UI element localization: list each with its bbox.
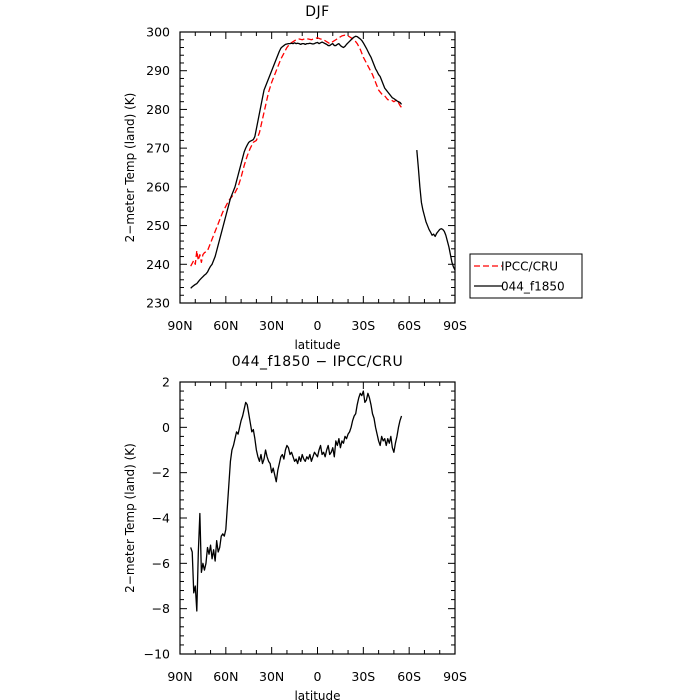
top-y-tick-label: 250 bbox=[146, 218, 170, 233]
top-y-tick-label: 260 bbox=[146, 179, 170, 194]
bottom-x-tick-label: 30S bbox=[351, 669, 375, 684]
top-x-tick-label: 30N bbox=[259, 318, 284, 333]
legend-box bbox=[469, 253, 583, 299]
bottom-x-tick-label: 60N bbox=[213, 669, 238, 684]
top-plot-frame bbox=[179, 31, 456, 304]
top-y-tick-label: 290 bbox=[146, 63, 170, 78]
legend-entry-1: 044_f1850 bbox=[501, 280, 565, 294]
top-chart-panel: DJF latitude 2−meter Temp (land) (K) 90N 60N… bbox=[123, 4, 467, 352]
bottom-chart-panel: 044_f1850 − IPCC/CRU latitude 2−meter Temp… bbox=[123, 354, 467, 700]
top-y-tick-label: 300 bbox=[146, 25, 170, 40]
legend-entry-0: IPCC/CRU bbox=[501, 260, 558, 274]
top-x-tick-label: 0 bbox=[314, 318, 322, 333]
bottom-y-tick-label: −8 bbox=[152, 601, 170, 616]
bottom-y-axis-label: 2−meter Temp (land) (K) bbox=[123, 443, 137, 593]
top-x-tick-label: 30S bbox=[351, 318, 375, 333]
bottom-x-tick-label: 60S bbox=[397, 669, 421, 684]
top-x-tick-label: 90N bbox=[167, 318, 192, 333]
top-x-tick-label: 60N bbox=[213, 318, 238, 333]
bottom-y-tick-label: 2 bbox=[162, 375, 170, 390]
bottom-y-tick-label: −6 bbox=[152, 556, 170, 571]
top-y-axis-label: 2−meter Temp (land) (K) bbox=[123, 93, 137, 243]
bottom-plot-frame bbox=[179, 381, 456, 655]
bottom-x-axis-label: latitude bbox=[294, 689, 340, 700]
bottom-y-tick-label: −2 bbox=[152, 465, 170, 480]
top-series-line-044-f1850-1 bbox=[416, 150, 456, 271]
chart-legend: IPCC/CRU 044_f1850 bbox=[469, 253, 583, 299]
bottom-y-tick-label: −10 bbox=[144, 647, 170, 662]
bottom-x-tick-label: 0 bbox=[314, 669, 322, 684]
top-chart-title: DJF bbox=[305, 4, 329, 20]
bottom-chart-title: 044_f1850 − IPCC/CRU bbox=[232, 354, 404, 370]
top-x-tick-label: 60S bbox=[397, 318, 421, 333]
bottom-y-tick-label: 0 bbox=[162, 420, 170, 435]
top-x-tick-label: 90S bbox=[443, 318, 467, 333]
top-y-tick-label: 270 bbox=[146, 141, 170, 156]
top-x-axis-label: latitude bbox=[294, 338, 340, 352]
top-y-tick-label: 240 bbox=[146, 257, 170, 272]
top-y-tick-label: 280 bbox=[146, 102, 170, 117]
top-y-tick-label: 230 bbox=[146, 296, 170, 311]
bottom-series-line-0-0 bbox=[190, 390, 403, 612]
bottom-x-tick-label: 30N bbox=[259, 669, 284, 684]
bottom-x-tick-label: 90N bbox=[167, 669, 192, 684]
bottom-y-tick-label: −4 bbox=[152, 511, 170, 526]
top-series-line-044-f1850-0 bbox=[190, 35, 403, 289]
bottom-x-tick-label: 90S bbox=[443, 669, 467, 684]
